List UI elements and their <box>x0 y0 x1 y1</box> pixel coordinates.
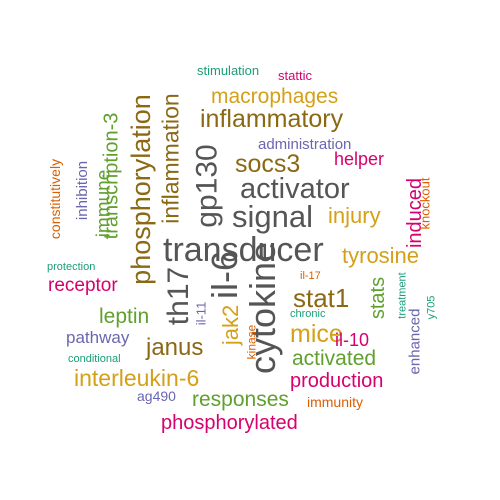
word-stat1: stat1 <box>293 283 350 313</box>
word-signal: signal <box>232 199 313 234</box>
word-phosphorylated: phosphorylated <box>161 412 298 434</box>
word-constitutively: constitutively <box>47 158 64 240</box>
word-administration: administration <box>258 136 352 153</box>
word-janus: janus <box>146 334 204 361</box>
word-activated: activated <box>292 347 377 370</box>
word-il6: il-6 <box>204 250 246 300</box>
word-protection: protection <box>47 261 96 273</box>
word-gp130: gp130 <box>190 144 224 228</box>
word-transducer: transducer <box>163 231 324 269</box>
word-stattic: stattic <box>278 68 312 83</box>
word-th17: th17 <box>162 266 196 326</box>
word-jak2: jak2 <box>218 304 244 346</box>
word-enhanced: enhanced <box>406 308 424 375</box>
word-il11: il-11 <box>193 301 209 326</box>
word-immune: immune <box>93 169 115 238</box>
word-inhibition: inhibition <box>74 160 92 221</box>
word-immunity: immunity <box>307 394 364 410</box>
word-responses: responses <box>192 388 289 411</box>
word-stimulation: stimulation <box>197 63 260 78</box>
word-mice: mice <box>290 320 343 348</box>
word-pathway: pathway <box>66 328 130 347</box>
word-production: production <box>290 370 384 392</box>
word-helper: helper <box>334 149 385 169</box>
word-macrophages: macrophages <box>211 85 339 108</box>
word-tyrosine: tyrosine <box>342 243 420 268</box>
word-y705: y705 <box>425 295 438 320</box>
word-ag490: ag490 <box>137 388 176 404</box>
word-chronic: chronic <box>290 308 326 320</box>
word-inflammatory: inflammatory <box>200 105 344 133</box>
word-il10: il-10 <box>335 330 370 350</box>
word-phosphorylation: phosphorylation <box>125 94 156 285</box>
word-knockout: knockout <box>417 177 433 230</box>
word-stats: stats <box>367 276 390 320</box>
word-kinase: kinase <box>244 324 259 360</box>
word-injury: injury <box>328 203 381 228</box>
word-inflammation: inflammation <box>157 93 184 224</box>
word-leptin: leptin <box>99 305 150 328</box>
word-conditional: conditional <box>68 353 121 365</box>
word-activator: activator <box>240 173 350 205</box>
word-receptor: receptor <box>48 275 118 296</box>
word-treatment: treatment <box>396 272 409 319</box>
word-socs3: socs3 <box>235 150 301 178</box>
word-il17: il-17 <box>300 270 321 282</box>
word-interleukin6: interleukin-6 <box>74 365 200 391</box>
